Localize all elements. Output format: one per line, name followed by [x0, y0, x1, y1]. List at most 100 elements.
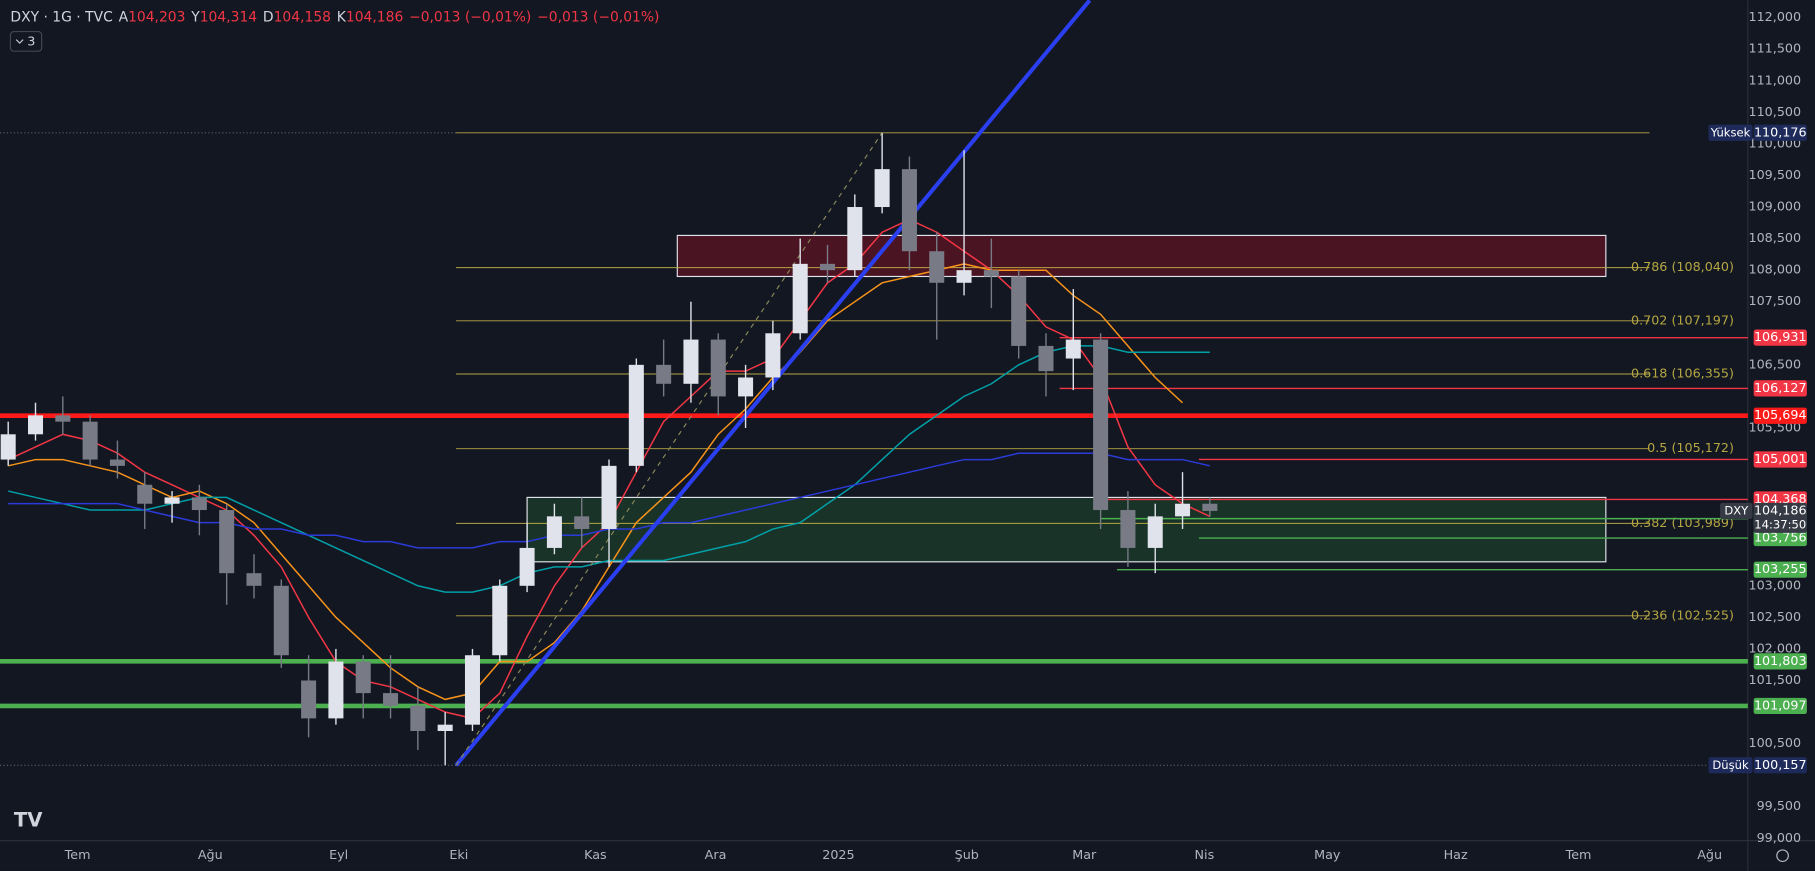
header-text: 104,186 [346, 10, 403, 26]
candle-body [27, 415, 44, 435]
y-tick-label: 111,000 [1749, 73, 1802, 88]
candle-body [55, 415, 71, 422]
price-tag [1753, 757, 1807, 774]
candle-body [874, 169, 890, 208]
candle-body [1147, 516, 1163, 548]
candle-body [464, 655, 480, 725]
price-tag [1753, 407, 1807, 424]
candle-body [956, 270, 972, 283]
name-tag-label: DXY [1724, 503, 1749, 517]
name-tag-label: Yüksek [1710, 125, 1751, 139]
logo: TV [14, 808, 43, 831]
y-tick-label: 101,500 [1749, 673, 1802, 688]
candle-body [301, 680, 317, 719]
y-tick-label: 107,500 [1749, 294, 1802, 309]
y-tick-label: 109,000 [1749, 200, 1802, 215]
x-tick-label: Ağu [198, 848, 223, 863]
header-text: 104,158 [274, 10, 331, 26]
price-tag-label: 106,127 [1754, 381, 1807, 396]
fib-label: 0.382 (103,989) [1631, 516, 1734, 531]
y-tick-label: 109,500 [1749, 168, 1802, 183]
price-tag-label: 104,186 [1754, 503, 1807, 518]
indicator-button[interactable] [9, 30, 43, 52]
y-tick-label: 105,500 [1749, 420, 1802, 435]
candle-body [1202, 503, 1218, 511]
x-tick-label: Haz [1444, 848, 1468, 863]
name-tag [1720, 502, 1753, 520]
candle-body [0, 434, 16, 460]
price-tag [1753, 529, 1807, 547]
x-tick-label: Tem [1565, 848, 1592, 863]
candle-body [1175, 503, 1191, 517]
name-tag [1708, 757, 1753, 774]
price-tag [1753, 124, 1807, 141]
candle-body [1065, 339, 1081, 359]
price-tag [1753, 502, 1807, 533]
candle-body [656, 364, 672, 384]
y-tick-label: 110,500 [1749, 105, 1802, 120]
countdown: 14:37:50 [1754, 517, 1806, 531]
candle-body [328, 661, 344, 719]
candle-body [437, 724, 453, 731]
x-tick-label: Nis [1195, 848, 1215, 863]
candle-body [628, 364, 644, 466]
indicator-count[interactable]: 3 [27, 34, 35, 49]
candle-body [901, 169, 917, 252]
candle-body [1120, 510, 1136, 548]
candle-body [710, 339, 726, 397]
candle-body [246, 573, 262, 586]
header-text: 104,314 [200, 10, 258, 26]
zone [526, 496, 1607, 563]
candle-body [410, 705, 426, 731]
candle-body [1011, 276, 1027, 346]
candle-body [574, 516, 590, 529]
candle-body [792, 263, 808, 334]
candle-body [219, 510, 235, 574]
candle-body [847, 207, 863, 271]
candle-body [82, 421, 98, 460]
header-text: DXY · 1G · TVC [10, 10, 112, 26]
y-tick-label: 103,000 [1749, 578, 1802, 593]
y-tick-label: 100,500 [1749, 736, 1802, 751]
settings-icon[interactable] [1776, 849, 1789, 863]
name-tag-label: Düşük [1712, 758, 1749, 772]
header-text: K [337, 10, 347, 26]
candle-body [983, 270, 999, 277]
price-tag-label: 101,097 [1754, 698, 1807, 713]
y-tick-label: 108,000 [1749, 263, 1802, 278]
x-tick-label: Ara [705, 848, 727, 863]
fib-label: 0.236 (102,525) [1631, 608, 1734, 623]
candle-body [929, 251, 945, 283]
x-tick-label: Ağu [1697, 848, 1722, 863]
candle-body [738, 377, 754, 397]
x-tick-label: Eki [449, 848, 468, 863]
price-tag-label: 103,255 [1754, 562, 1807, 577]
candle-body [137, 484, 153, 504]
price-tag [1753, 561, 1807, 578]
candle-body [819, 263, 836, 271]
name-tag [1708, 124, 1753, 141]
x-tick-label: May [1314, 848, 1341, 863]
y-tick-label: 102,000 [1749, 641, 1802, 656]
x-tick-label: Kas [584, 848, 607, 863]
price-tag-label: 101,803 [1754, 654, 1807, 669]
candle-body [492, 585, 508, 656]
candle-body [164, 497, 180, 504]
x-tick-label: 2025 [822, 848, 854, 863]
candle-body [273, 585, 289, 656]
candle-body [546, 516, 562, 548]
price-tag-label: 100,157 [1754, 758, 1807, 773]
x-tick-label: Şub [955, 848, 979, 863]
fib-label: 0.5 (105,172) [1647, 441, 1734, 456]
candle-body [191, 497, 207, 511]
price-tag [1753, 653, 1807, 670]
y-tick-label: 102,500 [1749, 610, 1802, 625]
candle-body [683, 339, 699, 384]
candle-body [1038, 345, 1054, 372]
header: DXY · 1G · TVC A 104,203 Y 104,314 D 104,158 K 1… [10, 10, 659, 26]
candle-body [765, 333, 781, 378]
fib-label: 0.702 (107,197) [1631, 313, 1734, 328]
price-tag [1753, 329, 1807, 346]
